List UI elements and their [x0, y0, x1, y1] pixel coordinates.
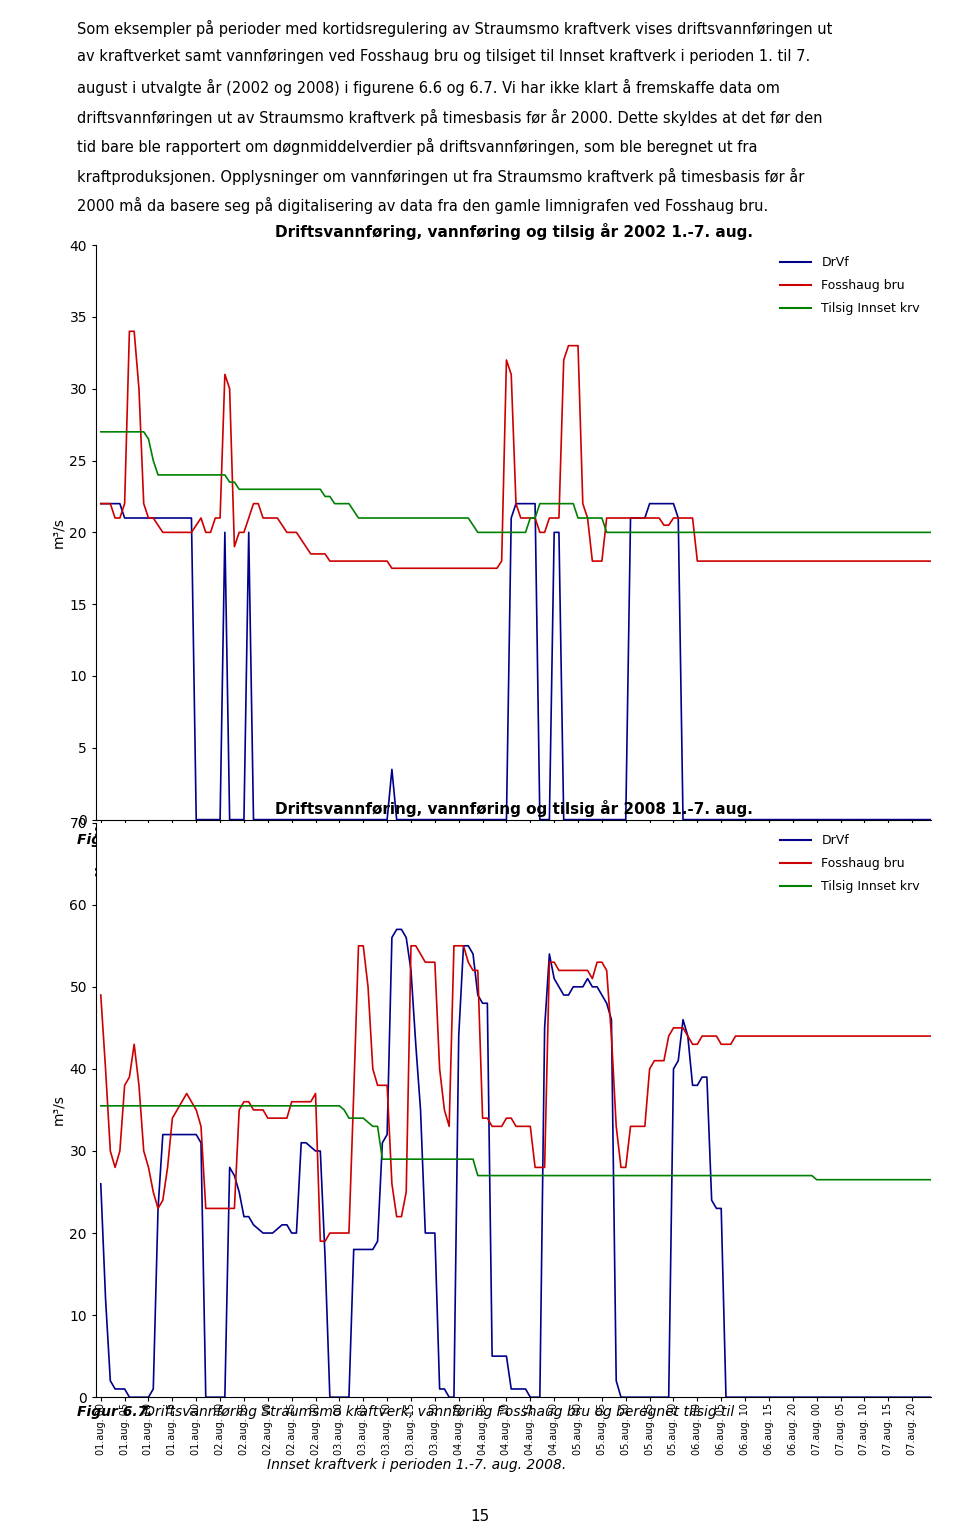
Title: Driftsvannføring, vannføring og tilsig år 2002 1.-7. aug.: Driftsvannføring, vannføring og tilsig å… [275, 222, 753, 241]
Y-axis label: m³/s: m³/s [51, 516, 65, 548]
Text: Driftsvannføring Straumsmo kraftverk, vannføring Fosshaug bru og beregnet tilsig: Driftsvannføring Straumsmo kraftverk, va… [140, 833, 734, 847]
Y-axis label: m³/s: m³/s [51, 1094, 65, 1126]
Text: kraftproduksjonen. Opplysninger om vannføringen ut fra Straumsmo kraftverk på ti: kraftproduksjonen. Opplysninger om vannf… [77, 167, 804, 185]
Text: 15: 15 [470, 1509, 490, 1524]
Legend: DrVf, Fosshaug bru, Tilsig Innset krv: DrVf, Fosshaug bru, Tilsig Innset krv [775, 829, 924, 898]
Text: Som eksempler på perioder med kortidsregulering av Straumsmo kraftverk vises dri: Som eksempler på perioder med kortidsreg… [77, 20, 832, 37]
Text: driftsvannføringen ut av Straumsmo kraftverk på timesbasis før år 2000. Dette sk: driftsvannføringen ut av Straumsmo kraft… [77, 109, 823, 126]
Text: Figur 6.6.: Figur 6.6. [77, 833, 153, 847]
Text: Figur 6.7.: Figur 6.7. [77, 1405, 153, 1420]
Title: Driftsvannføring, vannføring og tilsig år 2008 1.-7. aug.: Driftsvannføring, vannføring og tilsig å… [275, 800, 753, 818]
Text: 2000 må da basere seg på digitalisering av data fra den gamle limnigrafen ved Fo: 2000 må da basere seg på digitalisering … [77, 198, 768, 214]
Text: av kraftverket samt vannføringen ved Fosshaug bru og tilsiget til Innset kraftve: av kraftverket samt vannføringen ved Fos… [77, 49, 810, 64]
Text: Innset kraftverk i perioden 1.-7. aug. 2002.: Innset kraftverk i perioden 1.-7. aug. 2… [267, 890, 566, 904]
Text: tid bare ble rapportert om døgnmiddelverdier på driftsvannføringen, som ble bere: tid bare ble rapportert om døgnmiddelver… [77, 138, 757, 155]
Text: Driftsvannføring Straumsmo kraftverk, vannføring Fosshaug bru og beregnet tilsig: Driftsvannføring Straumsmo kraftverk, va… [140, 1405, 734, 1420]
Legend: DrVf, Fosshaug bru, Tilsig Innset krv: DrVf, Fosshaug bru, Tilsig Innset krv [775, 251, 924, 320]
Text: Innset kraftverk i perioden 1.-7. aug. 2008.: Innset kraftverk i perioden 1.-7. aug. 2… [267, 1457, 566, 1472]
Text: august i utvalgte år (2002 og 2008) i figurene 6.6 og 6.7. Vi har ikke klart å f: august i utvalgte år (2002 og 2008) i fi… [77, 80, 780, 97]
